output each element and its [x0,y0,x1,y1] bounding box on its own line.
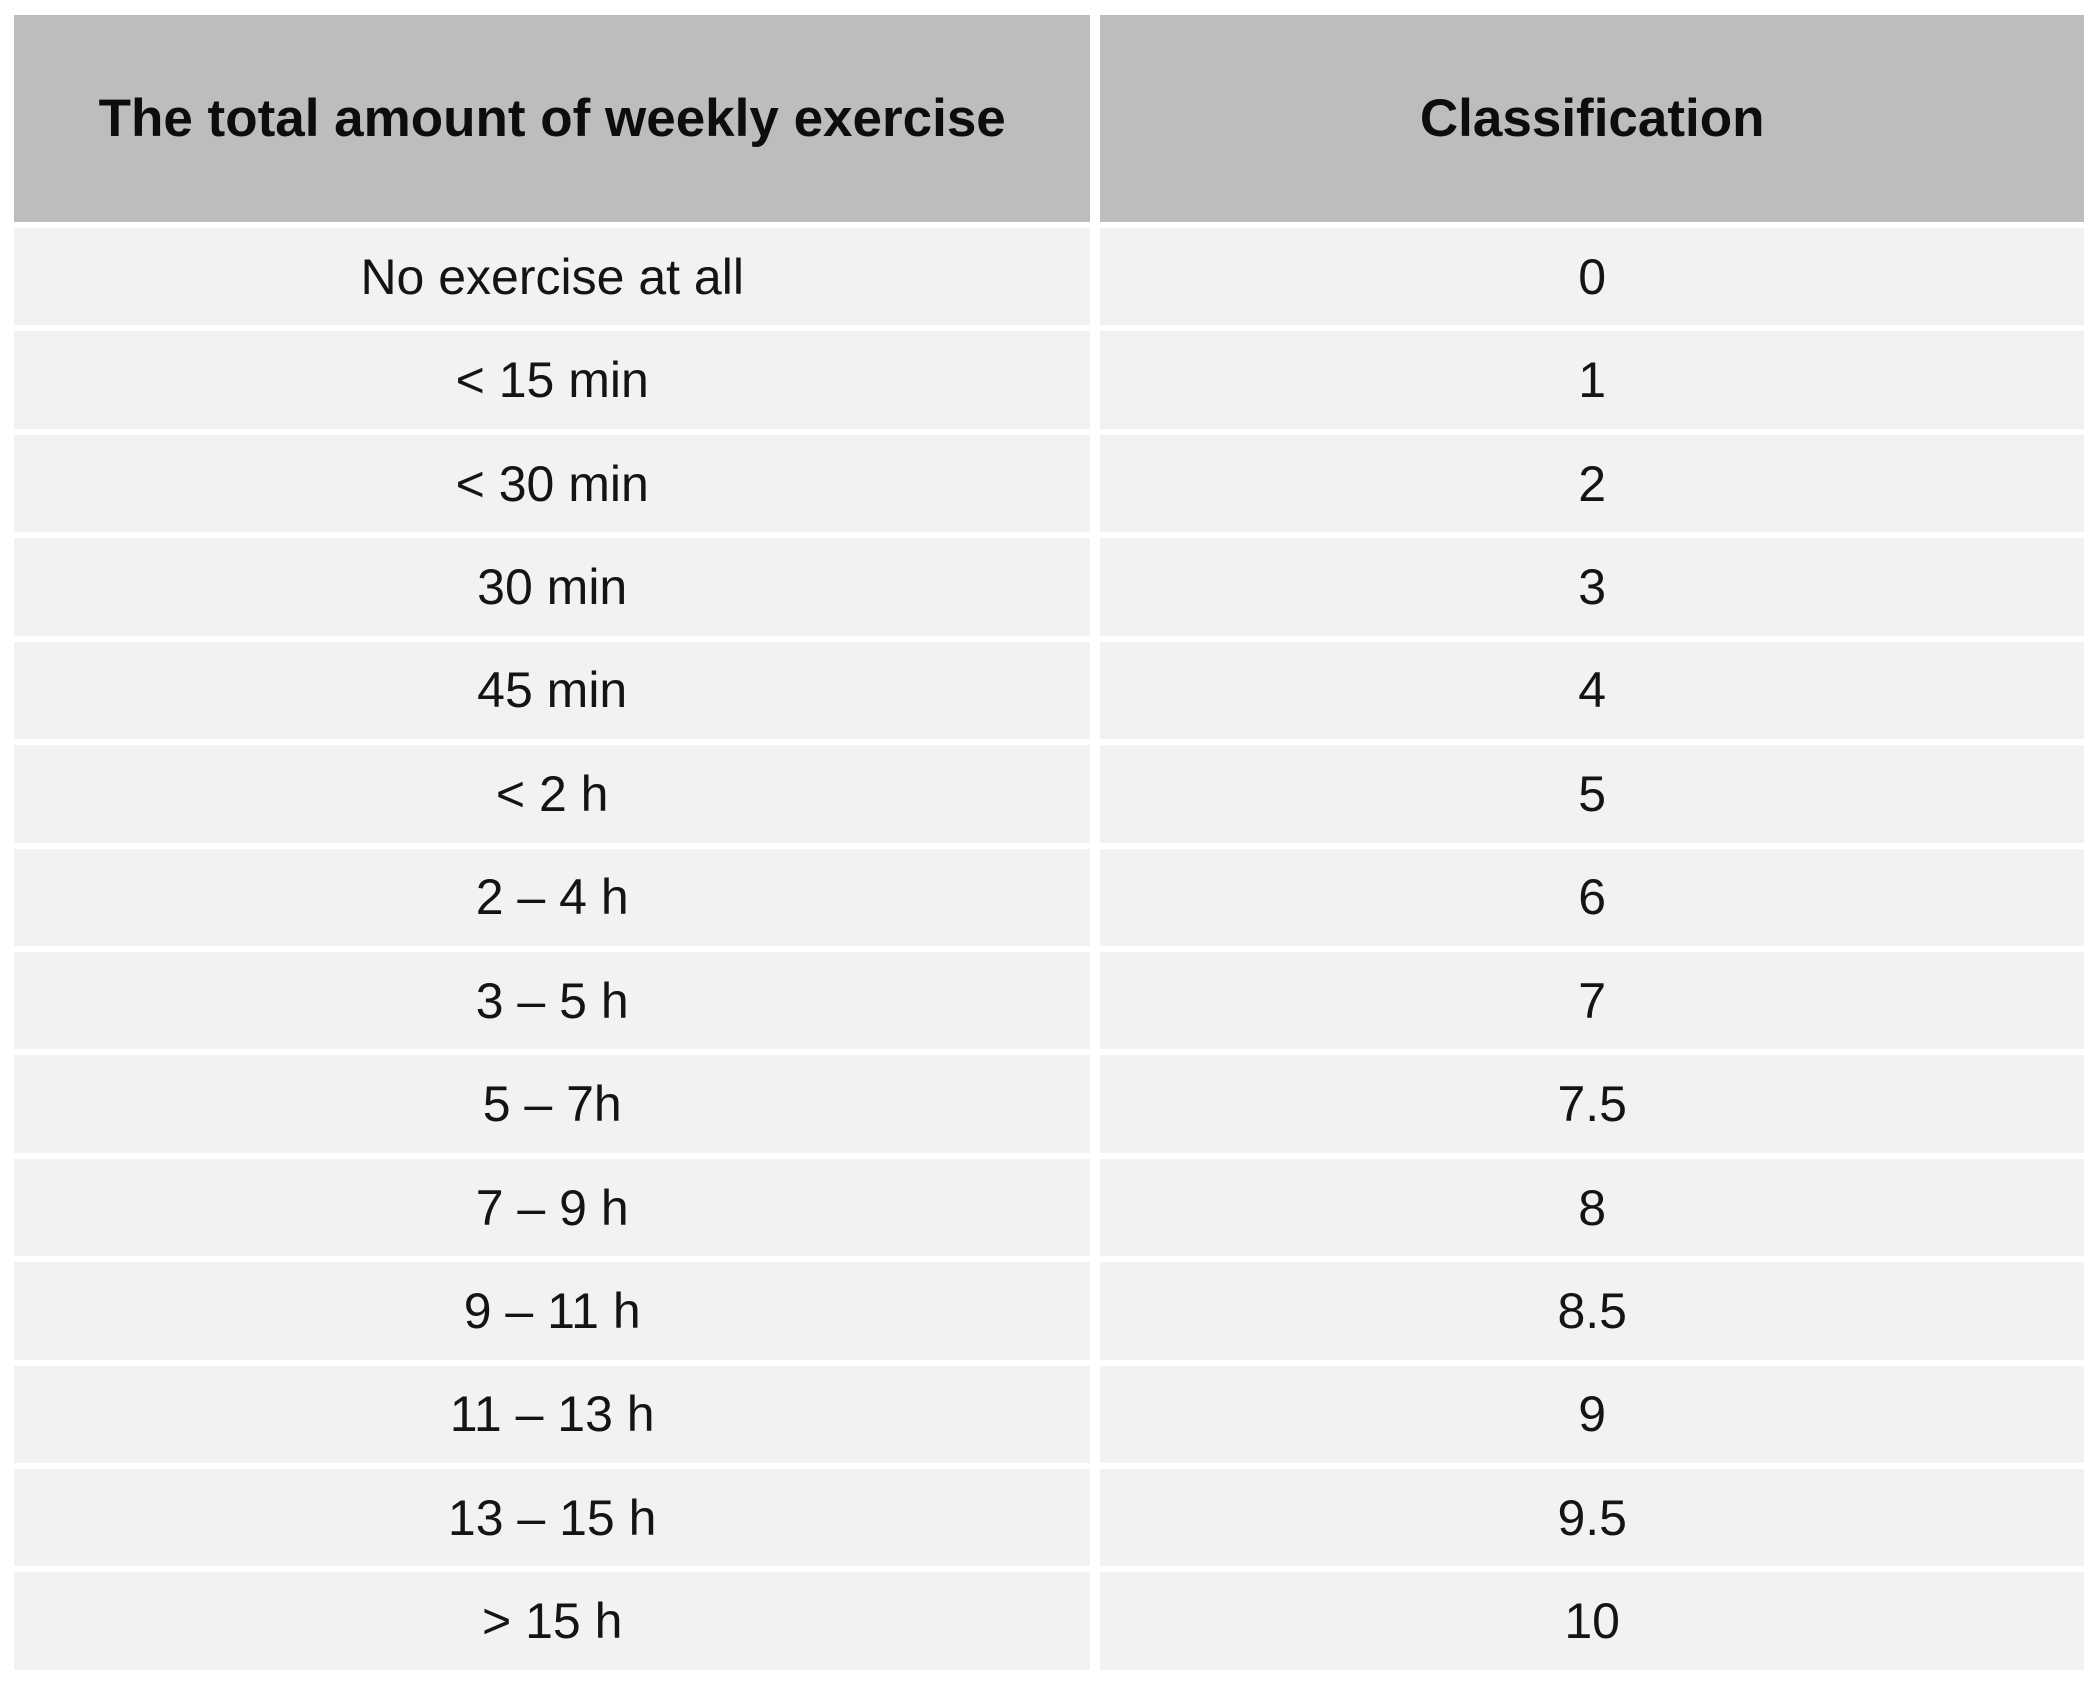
exercise-amount-cell: No exercise at all [14,228,1091,326]
table-row: 30 min 3 [14,538,2084,636]
classification-value-cell: 6 [1100,848,2084,946]
classification-value-cell: 9 [1100,1365,2084,1464]
classification-value-cell: 10 [1100,1572,2084,1670]
table-row: 3 – 5 h 7 [14,951,2084,1050]
exercise-amount-cell: 45 min [14,641,1091,740]
exercise-amount-cell: 5 – 7h [14,1055,1091,1153]
exercise-amount-cell: < 2 h [14,745,1091,843]
classification-value-cell: 8 [1100,1158,2084,1257]
classification-value-cell: 2 [1100,434,2084,533]
exercise-amount-cell: 9 – 11 h [14,1262,1091,1360]
classification-value-cell: 4 [1100,641,2084,740]
exercise-amount-cell: 13 – 15 h [14,1469,1091,1567]
exercise-amount-cell: 7 – 9 h [14,1158,1091,1257]
classification-value-cell: 9.5 [1100,1469,2084,1567]
exercise-amount-cell: > 15 h [14,1572,1091,1670]
exercise-amount-cell: < 30 min [14,434,1091,533]
exercise-amount-cell: < 15 min [14,331,1091,429]
classification-value-cell: 7.5 [1100,1055,2084,1153]
table-row: 11 – 13 h 9 [14,1365,2084,1464]
table-row: 7 – 9 h 8 [14,1158,2084,1257]
exercise-amount-cell: 3 – 5 h [14,951,1091,1050]
table-row: 9 – 11 h 8.5 [14,1262,2084,1360]
table-row: 2 – 4 h 6 [14,848,2084,946]
exercise-amount-cell: 11 – 13 h [14,1365,1091,1464]
classification-value-cell: 1 [1100,331,2084,429]
exercise-amount-cell: 30 min [14,538,1091,636]
table-row: No exercise at all 0 [14,228,2084,326]
table-row: < 15 min 1 [14,331,2084,429]
classification-value-cell: 7 [1100,951,2084,1050]
table-row: 5 – 7h 7.5 [14,1055,2084,1153]
table-row: > 15 h 10 [14,1572,2084,1670]
classification-value-cell: 3 [1100,538,2084,636]
table-row: < 30 min 2 [14,434,2084,533]
table-row: < 2 h 5 [14,745,2084,843]
column-header-exercise: The total amount of weekly exercise [14,15,1091,222]
classification-value-cell: 0 [1100,228,2084,326]
table-row: 45 min 4 [14,641,2084,740]
classification-value-cell: 8.5 [1100,1262,2084,1360]
table-row: 13 – 15 h 9.5 [14,1469,2084,1567]
column-header-classification: Classification [1100,15,2084,222]
table-header-row: The total amount of weekly exercise Clas… [14,15,2084,222]
classification-value-cell: 5 [1100,745,2084,843]
exercise-amount-cell: 2 – 4 h [14,848,1091,946]
exercise-classification-table: The total amount of weekly exercise Clas… [14,15,2084,1670]
